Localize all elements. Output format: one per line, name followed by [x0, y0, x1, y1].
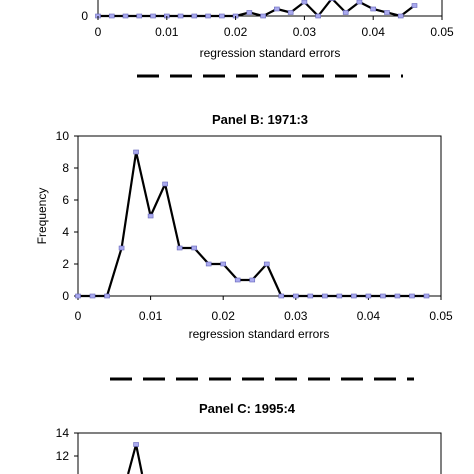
panel-b-point — [307, 293, 314, 299]
panel-b-point — [104, 293, 110, 299]
panel-c-ytick-label: 12 — [56, 449, 70, 463]
panel-a-point — [260, 13, 266, 19]
panel-c-plot-frame — [77, 432, 442, 474]
panel-b-point — [351, 293, 357, 299]
panel-b-xtick-label: 0 — [75, 309, 82, 323]
panel-c-line — [127, 444, 144, 474]
panel-a-xtick-label: 0.03 — [293, 25, 317, 39]
panel-c-point — [133, 442, 139, 447]
panel-a-point — [246, 10, 253, 15]
panel-b-point — [394, 293, 401, 299]
panel-c: Panel C: 1995:4 12 14 — [56, 401, 442, 474]
panel-a-point — [384, 10, 390, 15]
panel-b-xtick-label: 0.05 — [429, 309, 453, 323]
panel-b-point — [278, 293, 285, 299]
panel-a-xtick-label: 0.01 — [155, 25, 179, 39]
panel-b-ytick-label: 6 — [62, 193, 69, 207]
panel-b-point — [336, 293, 343, 299]
panel-c-title: Panel C: 1995:4 — [199, 401, 296, 416]
panel-b-point — [409, 293, 415, 299]
panel-a-point — [219, 13, 225, 19]
panel-a-plot-frame — [97, 0, 443, 17]
panel-a-point — [150, 13, 156, 19]
panel-b-point — [147, 213, 154, 219]
panel-b-ytick-label: 8 — [62, 161, 69, 175]
panel-a-point — [397, 13, 404, 19]
panel-b-ytick-label: 4 — [62, 225, 69, 239]
panel-b-xtick-label: 0.03 — [284, 309, 308, 323]
panel-b-point — [249, 277, 256, 283]
panel-a-point — [205, 13, 211, 19]
panel-b-point — [118, 245, 125, 251]
panel-a-point — [342, 10, 349, 15]
panel-c-series — [127, 442, 144, 474]
panel-a-point — [411, 3, 418, 8]
panel-b-xticks: 0 0.01 0.02 0.03 0.04 0.05 — [75, 296, 453, 323]
panel-b-point — [423, 293, 430, 299]
panel-b-point — [380, 293, 386, 299]
panel-a-series — [95, 0, 418, 19]
panel-a-point — [177, 13, 184, 19]
panel-a-ytick-0: 0 — [81, 9, 88, 23]
panel-a-point — [315, 13, 321, 19]
panel-a-point — [122, 13, 129, 19]
panel-b-xtick-label: 0.04 — [357, 309, 381, 323]
panel-b-yticks: 0 2 4 6 8 10 — [56, 129, 78, 303]
panel-a-point — [329, 0, 335, 1]
panel-a-xticks: 0 0.01 0.02 0.03 0.04 0.05 — [95, 16, 454, 39]
panel-a-point — [274, 6, 280, 12]
panel-b-point — [162, 181, 168, 187]
panel-b-point — [133, 149, 139, 155]
panel-b-point — [322, 293, 328, 299]
panel-b-point — [220, 261, 226, 267]
panel-b-point — [234, 277, 241, 283]
panel-a-point — [136, 13, 143, 19]
panel-b: Panel B: 1971:3 0 2 4 6 8 10 0 0.01 0.02 0.03 0.0… — [35, 112, 453, 341]
panel-c-yticks: 12 14 — [56, 426, 78, 463]
panel-c-ytick-label: 14 — [56, 426, 70, 440]
panel-a: 0 0 0.01 0.02 0.03 0.04 0.05 regression stand… — [81, 0, 454, 60]
panel-a-point — [191, 13, 198, 19]
panel-b-series — [75, 149, 430, 299]
panel-a-xtick-label: 0 — [95, 25, 102, 39]
panel-b-line — [78, 150, 427, 298]
panel-a-xtick-label: 0.02 — [224, 25, 248, 39]
panel-b-ytick-label: 0 — [62, 289, 69, 303]
panel-b-ytick-label: 2 — [62, 257, 69, 271]
panel-a-point — [108, 13, 115, 19]
panel-b-point — [292, 293, 299, 299]
panel-a-point — [356, 0, 363, 5]
panel-a-point — [370, 6, 377, 12]
panel-b-point — [263, 261, 270, 267]
panel-a-point — [287, 10, 294, 15]
panel-b-xtick-label: 0.01 — [139, 309, 163, 323]
panel-b-plot-frame — [77, 135, 442, 297]
panel-b-point — [205, 261, 212, 267]
panel-a-xtick-label: 0.05 — [430, 25, 454, 39]
panel-b-xlabel: regression standard errors — [189, 327, 330, 341]
panel-b-ytick-label: 10 — [56, 129, 70, 143]
panel-a-line — [98, 0, 416, 18]
panel-a-point — [301, 0, 308, 5]
panel-b-point — [176, 245, 183, 251]
panel-b-point — [75, 293, 81, 299]
panel-b-ylabel: Frequency — [35, 188, 49, 245]
panel-b-point — [191, 245, 197, 251]
panel-b-title: Panel B: 1971:3 — [212, 112, 308, 127]
panel-b-xtick-label: 0.02 — [212, 309, 236, 323]
panel-b-point — [365, 293, 372, 299]
panel-b-point — [89, 293, 96, 299]
panel-a-xlabel: regression standard errors — [200, 46, 341, 60]
panel-a-xtick-label: 0.04 — [362, 25, 386, 39]
